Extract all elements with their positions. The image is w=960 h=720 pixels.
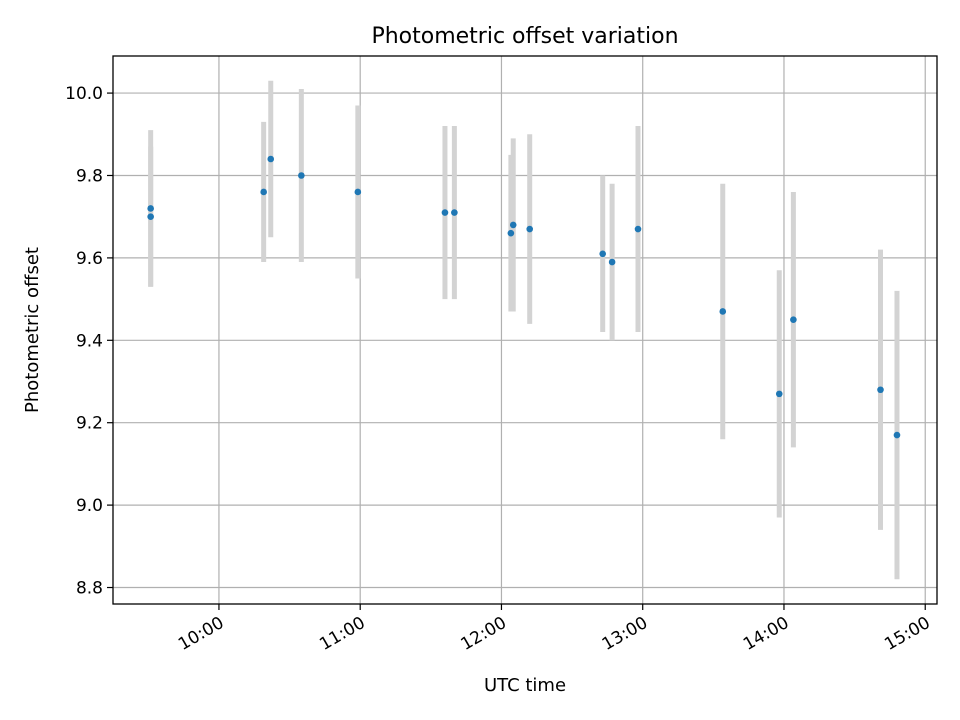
y-axis-label: Photometric offset (22, 247, 43, 413)
data-point (267, 155, 275, 163)
data-point (451, 209, 458, 216)
x-tick-label: 15:00 (881, 613, 933, 655)
data-point (599, 250, 606, 258)
data-point (877, 386, 884, 394)
data-point (298, 172, 305, 179)
y-tick-label: 9.2 (76, 414, 103, 434)
y-tick-label: 10.0 (65, 84, 103, 104)
data-point (790, 316, 797, 323)
chart-title: Photometric offset variation (371, 24, 678, 49)
y-tick-label: 9.0 (76, 496, 103, 516)
data-point (509, 221, 517, 229)
grid-lines (113, 56, 937, 604)
x-tick-label: 11:00 (316, 613, 368, 655)
data-point (507, 229, 515, 237)
y-tick-label: 9.4 (76, 331, 103, 351)
y-tick-label: 9.6 (76, 249, 103, 269)
x-tick-label: 12:00 (458, 613, 510, 655)
data-point (719, 308, 727, 315)
data-point (147, 205, 154, 212)
data-point (775, 390, 783, 398)
data-point (354, 188, 362, 196)
data-points (147, 155, 901, 439)
x-tick-label: 14:00 (740, 613, 792, 655)
y-tick-label: 8.8 (76, 579, 103, 599)
data-point (526, 225, 534, 233)
axis-ticks: 10:00 11:00 12:00 13:00 14:00 15:00 8.8 9.0 9.2 9… (65, 84, 934, 655)
x-tick-label: 13:00 (599, 613, 651, 655)
data-point (634, 225, 642, 233)
data-point (260, 188, 267, 196)
x-tick-label: 10:00 (175, 613, 227, 655)
plot-frame (112, 55, 938, 605)
x-axis-label: UTC time (484, 675, 566, 696)
data-point (893, 431, 901, 439)
error-bars (148, 80, 900, 580)
y-tick-label: 9.8 (76, 166, 103, 186)
data-point (441, 209, 449, 216)
data-point (147, 213, 154, 220)
data-point (608, 258, 616, 266)
